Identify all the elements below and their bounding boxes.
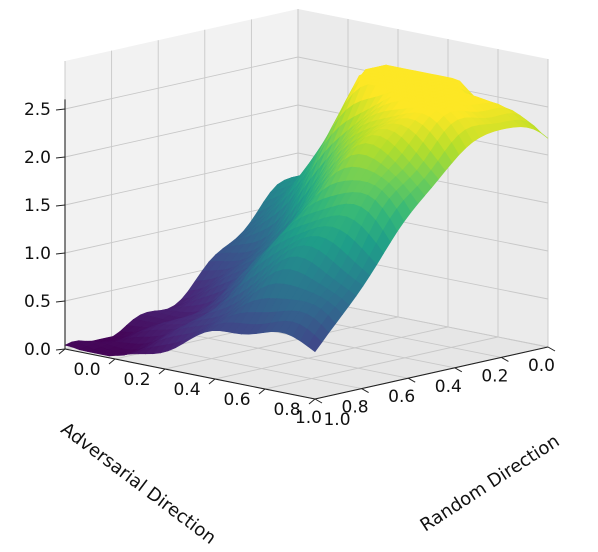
x-axis-line xyxy=(314,346,549,400)
z-tick-mark xyxy=(55,300,66,303)
x-tick-mark xyxy=(314,398,323,404)
y-tick-mark xyxy=(58,348,66,355)
y-tick-mark xyxy=(108,358,116,365)
y-tick-label: 0.4 xyxy=(173,380,200,400)
y-tick-mark xyxy=(208,378,216,385)
x-tick-label: 1.0 xyxy=(295,408,322,428)
x-tick-label: 0.6 xyxy=(388,387,415,407)
x-tick-mark xyxy=(407,377,416,383)
grid-line-z xyxy=(64,152,549,206)
z-tick-mark xyxy=(55,348,66,351)
axis-lines xyxy=(55,99,556,405)
z-tick-mark xyxy=(55,204,66,207)
z-tick-label: 1.5 xyxy=(24,196,51,216)
y-tick-label: 0.0 xyxy=(73,360,100,380)
surface-cell xyxy=(307,334,323,353)
x-tick-mark xyxy=(547,346,556,352)
z-tick-mark xyxy=(55,252,66,255)
z-tick-label: 0.0 xyxy=(24,340,51,360)
x-tick-label: 0.2 xyxy=(481,366,508,386)
z-tick-label: 2.0 xyxy=(24,148,51,168)
surface-mesh xyxy=(64,64,549,357)
z-tick-mark xyxy=(55,156,66,159)
x-tick-label: 0.8 xyxy=(342,398,369,418)
y-axis-label: Random Direction xyxy=(417,431,564,537)
y-tick-label: 0.8 xyxy=(273,400,300,420)
tick-labels: 0.00.20.40.60.81.00.0 0.2 0.4 0.6 0.8 1.00.00… xyxy=(24,100,555,430)
y-tick-mark xyxy=(308,398,316,405)
y-tick-mark xyxy=(258,388,266,395)
y-axis-line xyxy=(64,348,316,400)
x-tick-mark xyxy=(361,388,369,394)
x-axis-label: Adversarial Direction xyxy=(57,419,220,549)
z-tick-mark xyxy=(55,108,66,111)
y-tick-label: 0.6 xyxy=(223,390,250,410)
z-tick-label: 2.5 xyxy=(24,100,51,120)
z-tick-label: 0.5 xyxy=(24,292,51,312)
y-tick-mark xyxy=(158,368,166,375)
x-tick-mark xyxy=(501,356,509,362)
x-tick-label: 0.0 xyxy=(528,356,555,376)
x-tick-mark xyxy=(454,367,463,373)
y-tick-label: 0.2 xyxy=(123,370,150,390)
x-tick-label: 0.4 xyxy=(435,377,462,397)
z-tick-label: 1.0 xyxy=(24,244,51,264)
y-tick-label: 1.0 xyxy=(323,410,350,430)
